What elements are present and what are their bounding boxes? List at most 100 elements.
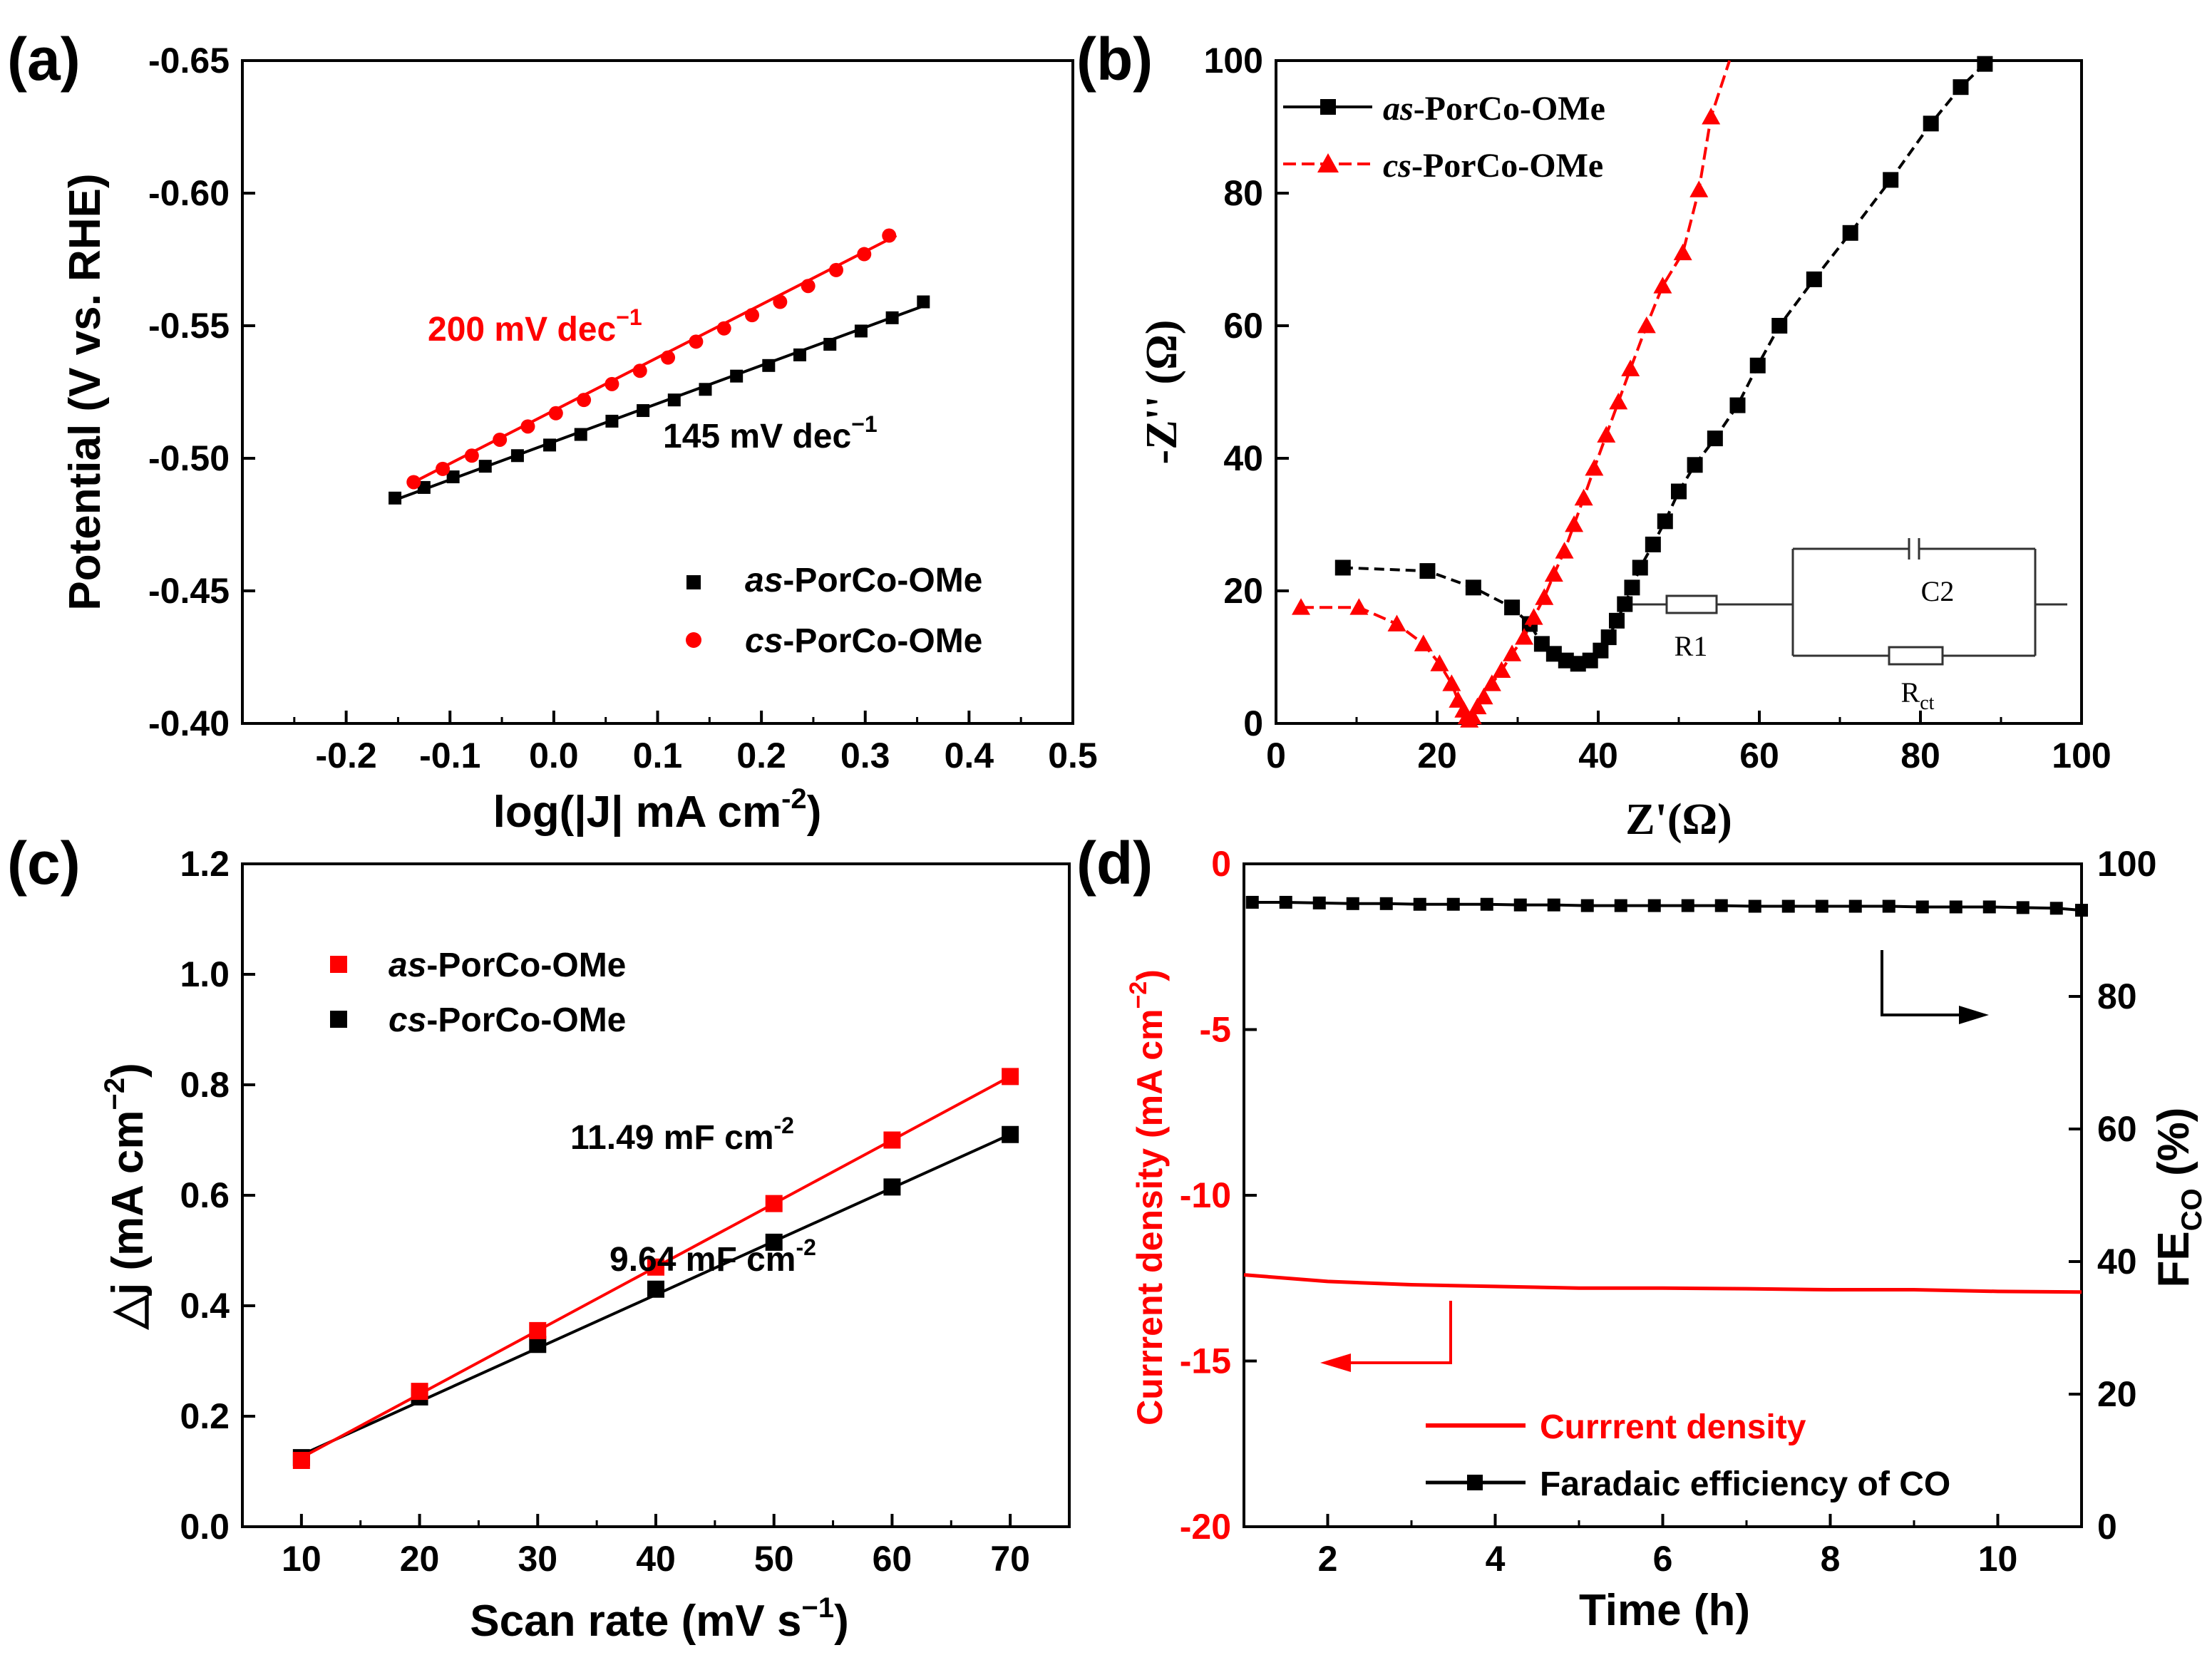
b-point-1: [1430, 654, 1449, 671]
panel-c: 10 20 30 40 50 60 70 0.0 0.2 0.4 0.6 0.8 1.0 1.2 as-P…: [99, 844, 1071, 1646]
c-point-0: [883, 1131, 901, 1149]
legend-marker-cs: [686, 632, 701, 648]
d-fe-point: [1379, 897, 1393, 910]
d-fe-point: [1513, 898, 1527, 912]
d-fe-point: [1848, 899, 1862, 913]
y-axis-label-a: Potential (V vs. RHE): [61, 173, 110, 610]
b-point-0: [1545, 646, 1562, 662]
b-point-1: [1702, 108, 1721, 125]
d-fe-point: [1982, 900, 1996, 914]
x-axis-label-b: Z'(Ω): [1625, 795, 1732, 844]
series-b: [1292, 56, 1993, 728]
a-point-1: [577, 393, 592, 408]
b-point-1: [1544, 564, 1563, 582]
c-y-tick-label: 0.0: [180, 1507, 230, 1547]
b-point-1: [1621, 359, 1640, 376]
b-point-0: [1624, 579, 1640, 596]
b-point-0: [1533, 636, 1550, 652]
a-point-1: [689, 334, 704, 349]
b-point-1: [1492, 661, 1511, 678]
c-x-tick-label: 30: [518, 1539, 557, 1579]
b-x-tick-label: 0: [1266, 736, 1286, 775]
a-point-1: [745, 308, 760, 323]
b-point-1: [1503, 644, 1522, 661]
b-point-1: [1585, 458, 1604, 476]
c-x-tick-label: 70: [990, 1539, 1030, 1579]
legend-a: as-PorCo-OMe cs-PorCo-OMe: [686, 562, 982, 660]
legend-label-cs-b: cs-PorCo-OMe: [1383, 147, 1603, 185]
a-y-tick-label: -0.55: [148, 306, 230, 346]
d-fe-point: [1547, 898, 1560, 912]
d-fe-point: [2016, 901, 2030, 914]
b-point-0: [1842, 225, 1858, 241]
arrow-head-left: [1320, 1354, 1351, 1372]
circuit-label-rct: Rct: [1901, 676, 1935, 714]
d-yl-tick-label: -10: [1180, 1175, 1231, 1215]
arrow-to-left-axis: [1346, 1301, 1452, 1364]
b-y-tick-label: 80: [1223, 173, 1263, 213]
d-fe-point: [1413, 897, 1426, 911]
c-x-tick-label: 50: [754, 1539, 794, 1579]
c-point-1: [647, 1280, 664, 1298]
d-fe-point: [1949, 900, 1962, 914]
b-y-tick-label: 0: [1243, 703, 1263, 743]
legend-marker-as: [686, 575, 701, 589]
a-point-1: [716, 321, 731, 336]
c-point-0: [1002, 1068, 1019, 1086]
d-fe-point: [2049, 902, 2063, 915]
b-point-0: [1707, 430, 1723, 447]
b-point-1: [1463, 707, 1482, 725]
legend-marker-as-c: [330, 956, 347, 973]
c-y-tick-label: 0.4: [180, 1286, 230, 1326]
series-a: [389, 228, 930, 505]
a-point-1: [406, 475, 421, 490]
b-point-1: [1349, 598, 1369, 615]
b-point-0: [1883, 172, 1899, 188]
b-point-0: [1806, 271, 1822, 287]
d-x-tick-label: 8: [1821, 1539, 1841, 1579]
c-x-tick-label: 60: [873, 1539, 912, 1579]
a-x-tick-label: 0.4: [945, 736, 994, 775]
d-x-tick-label: 4: [1486, 1539, 1506, 1579]
panel-letter-a: (a): [7, 26, 81, 93]
b-y-tick-label: 100: [1204, 41, 1263, 81]
b-point-0: [1977, 56, 1993, 72]
a-point-0: [478, 460, 492, 473]
b-point-1: [1387, 614, 1406, 631]
d-fe-point: [1647, 899, 1661, 912]
d-current-line: [1243, 1273, 2082, 1294]
d-fe-point: [1781, 899, 1795, 913]
c-point-0: [529, 1321, 547, 1339]
a-x-tick-label: 0.0: [529, 736, 579, 775]
d-x-tick-label: 10: [1978, 1539, 2018, 1579]
legend-c: as-PorCo-OMe cs-PorCo-OMe: [330, 947, 626, 1039]
a-point-0: [762, 359, 776, 372]
slope-annotation-cs: 200 mV dec−1: [428, 304, 642, 349]
c-point-0: [411, 1383, 428, 1401]
b-point-0: [1504, 599, 1521, 616]
a-point-1: [520, 419, 535, 434]
a-fit-line-1: [408, 234, 897, 486]
d-yl-tick-label: -15: [1180, 1341, 1231, 1381]
b-point-1: [1609, 392, 1628, 410]
a-y-tick-label: -0.60: [148, 173, 230, 213]
b-point-1: [1442, 674, 1461, 691]
x-axis-label-d: Time (h): [1579, 1586, 1750, 1635]
legend-label-as-c: as-PorCo-OMe: [389, 947, 626, 984]
a-point-0: [854, 324, 868, 338]
a-point-1: [436, 461, 451, 476]
b-point-1: [1468, 697, 1487, 715]
legend-label-as-b: as-PorCo-OMe: [1383, 90, 1605, 128]
a-point-0: [793, 348, 807, 361]
circuit-label-r1: R1: [1675, 630, 1708, 662]
d-fe-point: [1245, 895, 1259, 909]
b-point-1: [1482, 674, 1501, 691]
a-point-0: [917, 295, 930, 309]
legend-marker-as-b: [1320, 99, 1336, 115]
b-point-1: [1673, 243, 1692, 261]
b-point-1: [1555, 542, 1574, 559]
b-point-0: [1558, 652, 1574, 669]
d-fe-point: [1882, 899, 1895, 913]
y-axis-label-b: -Z'' (Ω): [1138, 320, 1186, 465]
